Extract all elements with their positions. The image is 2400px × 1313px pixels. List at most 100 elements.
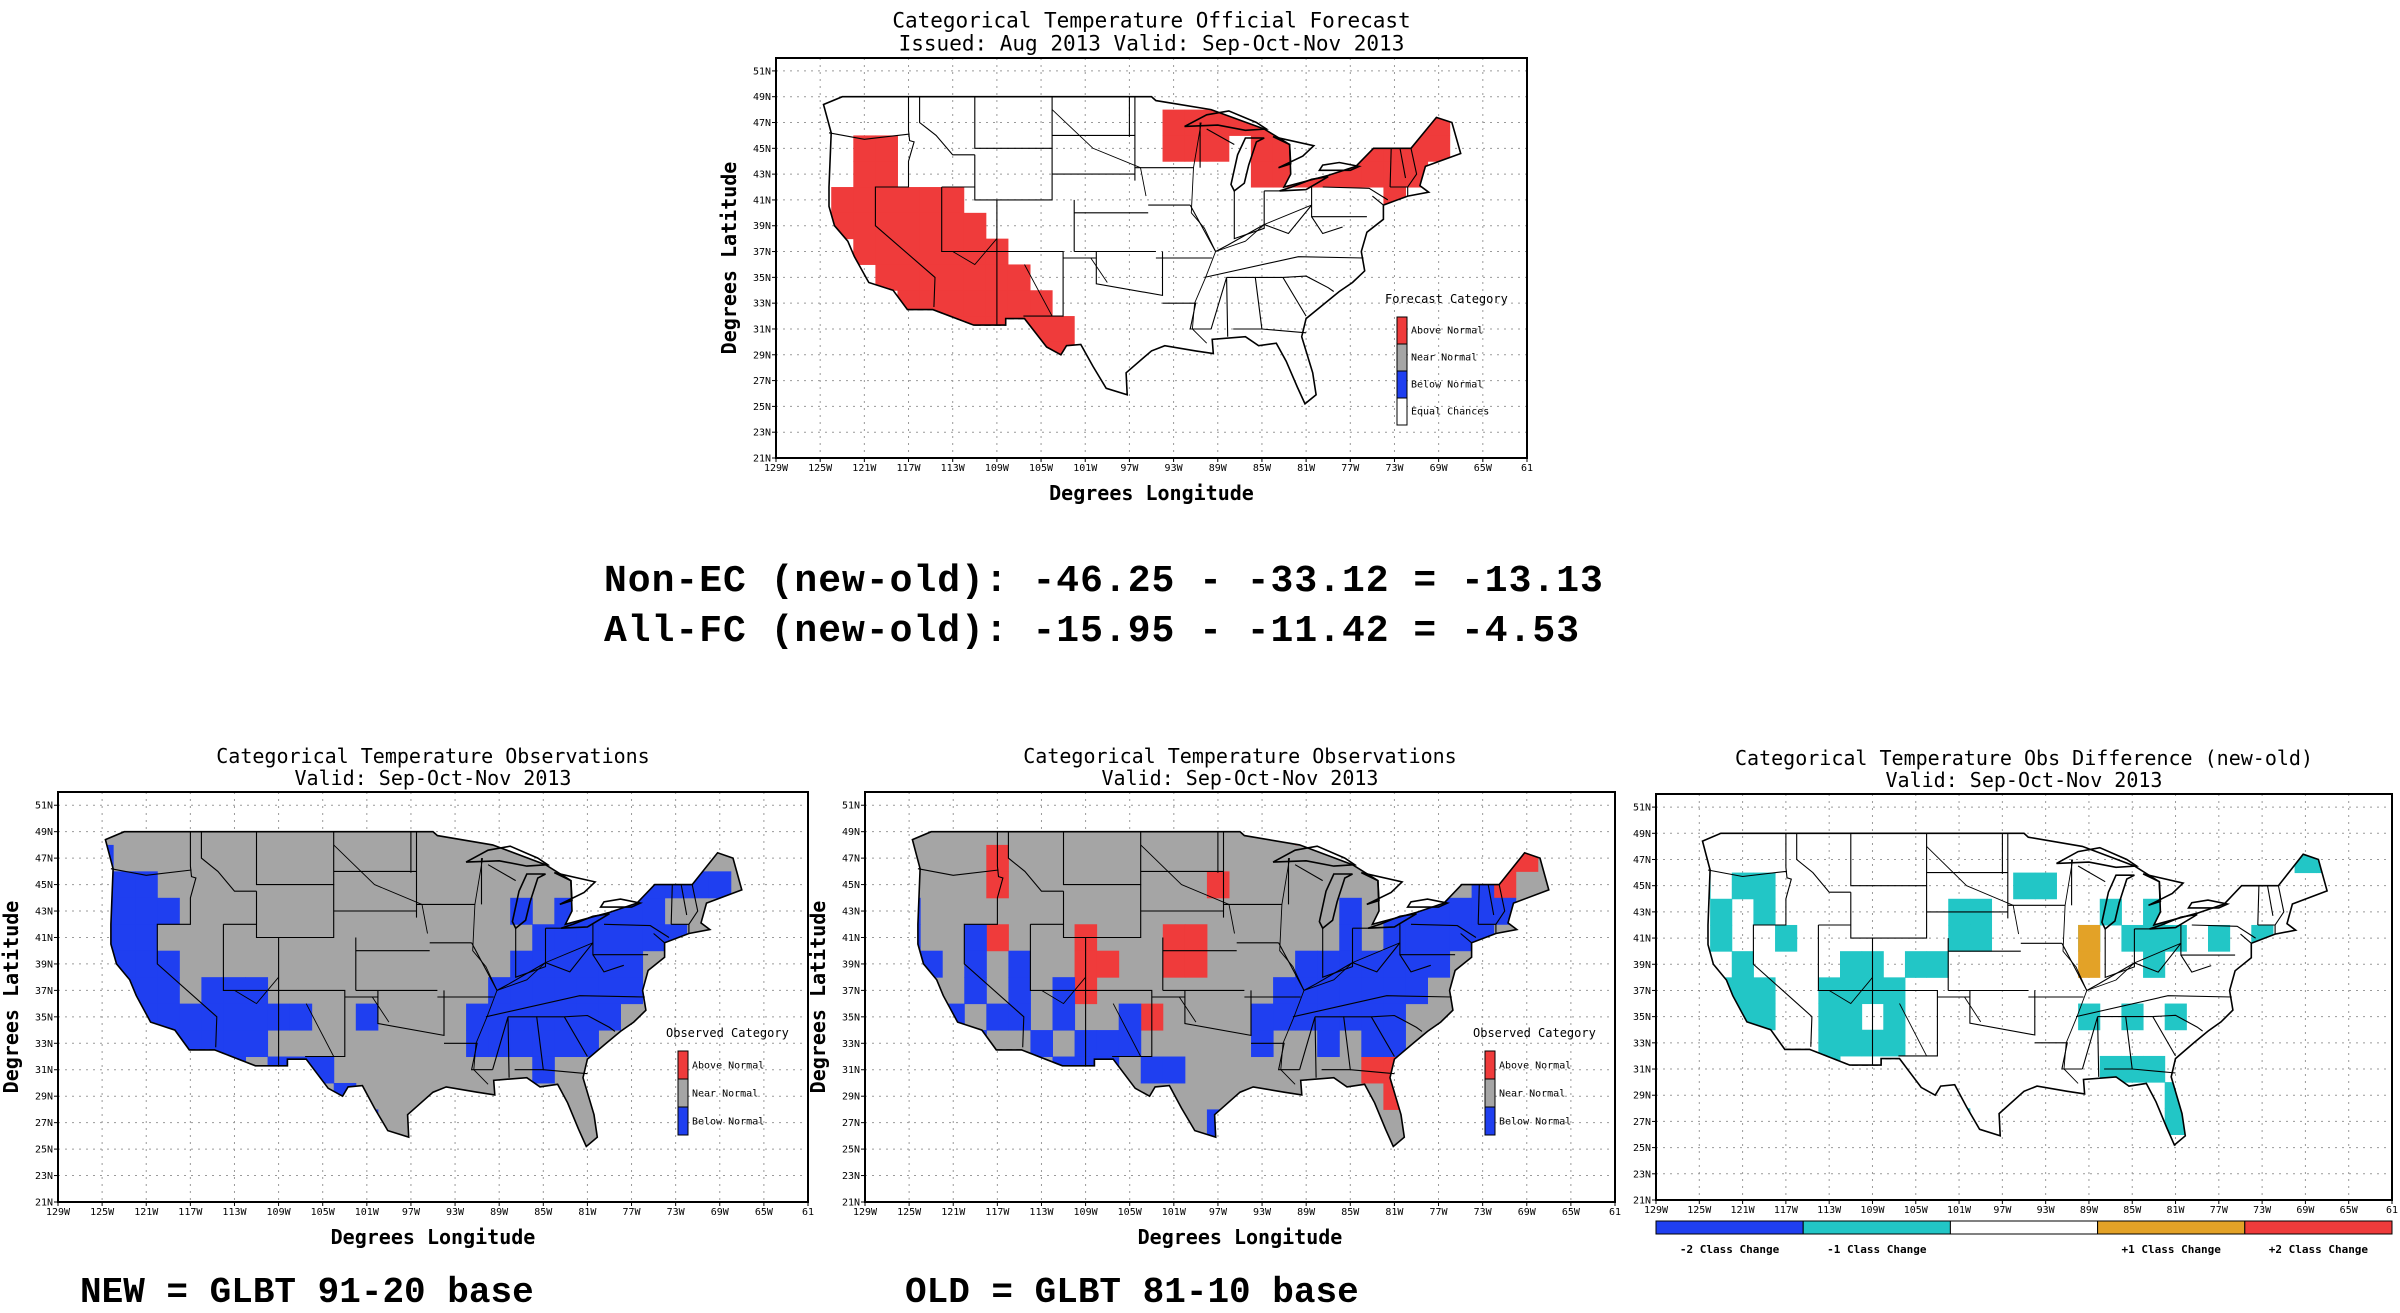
state-border (1292, 995, 1452, 1018)
orange-cell (2078, 924, 2101, 952)
lat-tick-label: 25N (1633, 1143, 1651, 1154)
state-border (377, 990, 445, 1037)
river (952, 238, 998, 266)
above-cell (941, 290, 965, 317)
lon-tick-label: 97W (1120, 463, 1139, 474)
state-border (508, 1016, 544, 1071)
lat-tick-label: 41N (753, 195, 771, 206)
below-cell (135, 977, 158, 1005)
river (371, 996, 390, 1023)
above-cell (1162, 135, 1186, 162)
lon-tick-label: 85W (1341, 1207, 1360, 1218)
below-cell (157, 1003, 180, 1031)
below-cell (1383, 1003, 1406, 1031)
state-border (1752, 833, 1813, 1047)
great-lake (1230, 137, 1265, 193)
lat-tick-label: 41N (842, 933, 860, 944)
state-border (563, 1016, 588, 1057)
above-cell (1427, 135, 1451, 162)
lon-tick-label: 117W (1774, 1205, 1799, 1216)
lat-tick-label: 25N (753, 402, 771, 413)
state-border (1487, 884, 1495, 916)
teal-cell (1840, 1029, 1863, 1057)
above-cell (941, 264, 965, 291)
state-border (2180, 954, 2212, 973)
lat-tick-label: 23N (842, 1171, 860, 1182)
below-cell (532, 924, 555, 952)
river (1140, 844, 1235, 934)
teal-cell (1731, 977, 1754, 1005)
legend-swatch (1484, 1106, 1496, 1136)
map-frame (57, 791, 809, 1203)
x-axis-label: Degrees Longitude (1138, 1225, 1343, 1249)
below-cell (1405, 977, 1428, 1005)
below-cell (576, 1003, 599, 1031)
above-cell (897, 264, 921, 291)
lon-tick-label: 125W (90, 1207, 115, 1218)
state-border (444, 1042, 493, 1071)
below-cell (1361, 950, 1384, 978)
below-cell (1317, 950, 1340, 978)
above-cell (1162, 950, 1186, 978)
great-lake (1360, 871, 1404, 906)
below-cell (201, 1003, 224, 1031)
below-cell (554, 950, 577, 978)
lon-tick-label: 97W (1993, 1205, 2012, 1216)
above-cell (963, 264, 987, 291)
teal-cell (2121, 924, 2144, 952)
below-cell (1361, 977, 1384, 1005)
lat-tick-label: 51N (753, 66, 771, 77)
lat-tick-label: 21N (35, 1198, 53, 1209)
state-border (255, 831, 335, 886)
state-border (592, 954, 624, 973)
colorbar-label: +1 Class Change (2122, 1243, 2222, 1256)
lon-tick-label: 109W (1860, 1205, 1885, 1216)
all-fc-old: -11.42 (1246, 610, 1390, 653)
state-border (1007, 831, 1064, 892)
above-cell (875, 187, 898, 214)
legend-label: Below Normal (1411, 380, 1483, 391)
state-border (1251, 1042, 1300, 1071)
state-border (963, 831, 1025, 1048)
map-subtitle: Issued: Aug 2013 Valid: Sep-Oct-Nov 2013 (899, 32, 1405, 56)
lat-tick-label: 27N (842, 1118, 860, 1129)
teal-cell (2078, 1003, 2101, 1031)
state-border (1311, 216, 1343, 235)
above-cell (919, 238, 943, 265)
above-cell (897, 187, 921, 214)
river (1041, 976, 1086, 1005)
teal-cell (2143, 1055, 2166, 1083)
lat-tick-label: 47N (753, 118, 771, 129)
state-border (828, 132, 910, 140)
colorbar-segment (1802, 1220, 1951, 1235)
canada-border (931, 831, 1245, 837)
below-cell (620, 950, 644, 978)
lon-tick-label: 97W (402, 1207, 421, 1218)
legend-swatch (1396, 370, 1408, 399)
non-ec-diff: -13.13 (1460, 560, 1604, 603)
lon-tick-label: 61 (1521, 463, 1533, 474)
lon-tick-label: 85W (1253, 463, 1272, 474)
lon-tick-label: 125W (897, 1207, 922, 1218)
map-background (1656, 794, 2392, 1200)
below-cell (964, 924, 987, 952)
state-border (156, 831, 218, 1048)
lon-tick-label: 105W (311, 1207, 336, 1218)
state-border (278, 937, 346, 1058)
state-border (1343, 1014, 1423, 1032)
above-cell (919, 187, 943, 214)
lat-tick-label: 29N (1633, 1091, 1651, 1102)
lon-tick-label: 73W (667, 1207, 686, 1218)
below-cell (1427, 924, 1451, 952)
above-cell (1184, 924, 1208, 952)
lon-tick-label: 65W (1562, 1207, 1581, 1218)
state-border (1460, 933, 1472, 944)
canada-border (842, 96, 1157, 102)
state-border (1206, 128, 1235, 145)
lon-tick-label: 113W (222, 1207, 247, 1218)
below-cell (135, 897, 158, 925)
colorbar-segment (2244, 1220, 2393, 1235)
lon-tick-label: 77W (1429, 1207, 1448, 1218)
above-cell (853, 135, 876, 162)
below-cell (1030, 1030, 1053, 1058)
